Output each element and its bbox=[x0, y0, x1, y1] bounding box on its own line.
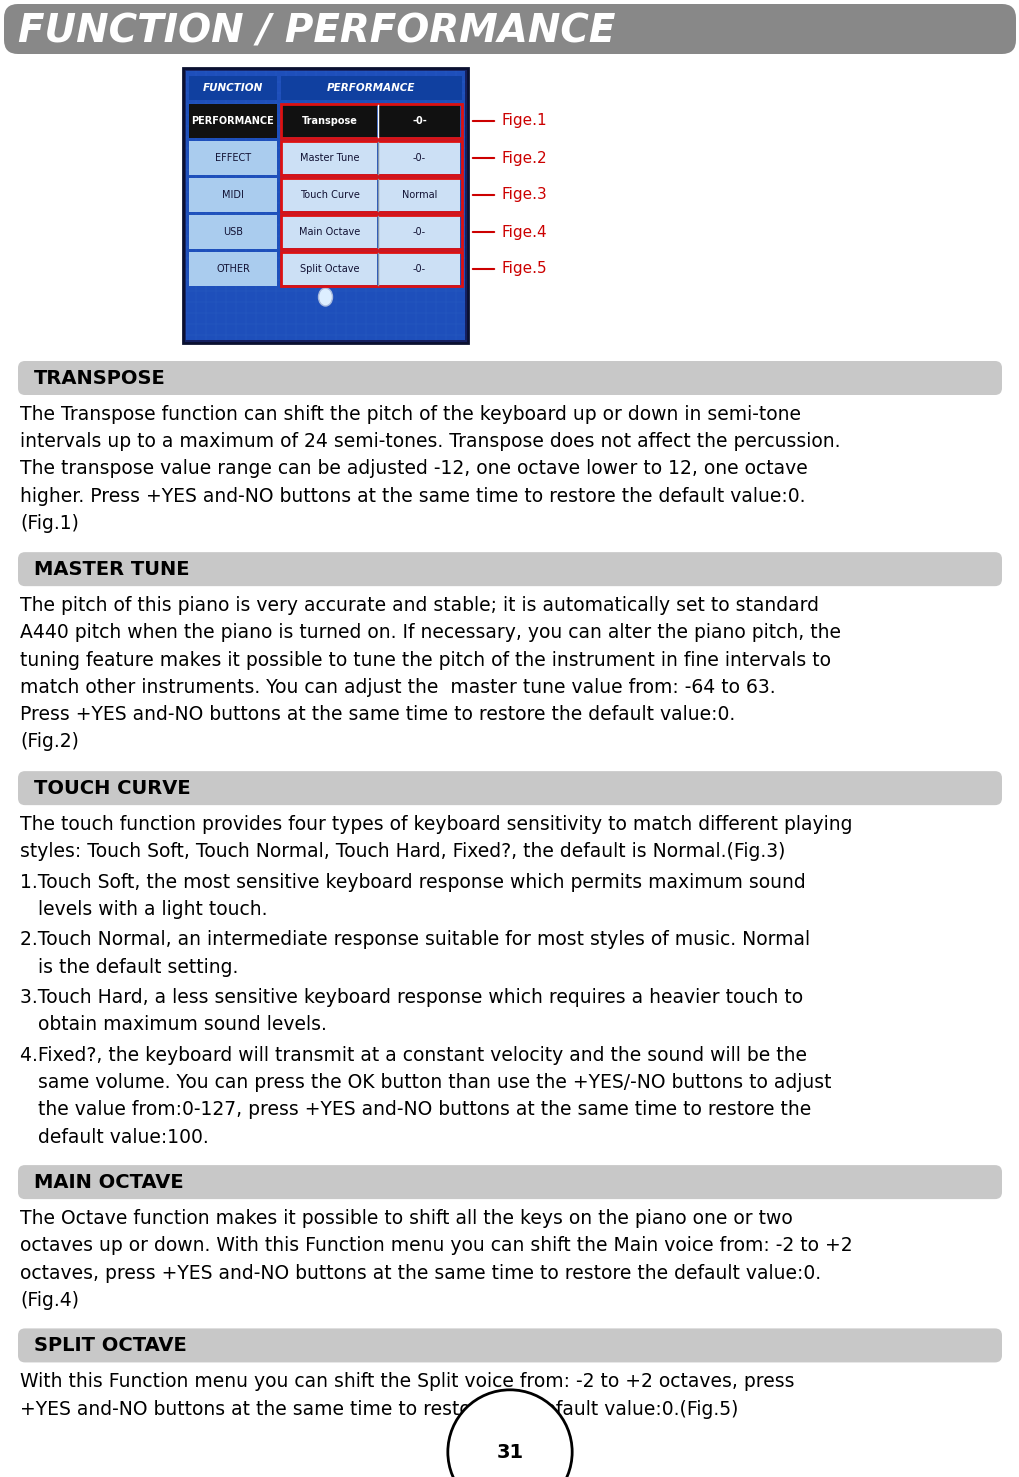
Text: 1.Touch Soft, the most sensitive keyboard response which permits maximum sound
 : 1.Touch Soft, the most sensitive keyboar… bbox=[20, 873, 805, 919]
Bar bbox=[379, 142, 460, 174]
Bar bbox=[280, 179, 462, 213]
Text: -0-: -0- bbox=[413, 264, 426, 275]
Bar bbox=[379, 253, 460, 285]
Text: Fige.3: Fige.3 bbox=[501, 188, 547, 202]
Text: Fige.1: Fige.1 bbox=[501, 114, 547, 128]
Bar bbox=[281, 253, 377, 285]
Bar bbox=[379, 216, 460, 248]
Bar bbox=[280, 103, 462, 137]
Text: SPLIT OCTAVE: SPLIT OCTAVE bbox=[34, 1335, 186, 1354]
Text: MASTER TUNE: MASTER TUNE bbox=[34, 560, 190, 579]
Bar bbox=[379, 179, 460, 211]
Text: The pitch of this piano is very accurate and stable; it is automatically set to : The pitch of this piano is very accurate… bbox=[20, 597, 841, 752]
Text: FUNCTION / PERFORMANCE: FUNCTION / PERFORMANCE bbox=[18, 12, 614, 50]
Bar bbox=[182, 68, 468, 343]
Text: The Octave function makes it possible to shift all the keys on the piano one or : The Octave function makes it possible to… bbox=[20, 1210, 852, 1310]
Text: 4.Fixed?, the keyboard will transmit at a constant velocity and the sound will b: 4.Fixed?, the keyboard will transmit at … bbox=[20, 1046, 830, 1146]
Text: TRANSPOSE: TRANSPOSE bbox=[34, 368, 166, 387]
Bar bbox=[281, 105, 377, 137]
FancyBboxPatch shape bbox=[18, 360, 1001, 394]
Text: Split Octave: Split Octave bbox=[300, 264, 359, 275]
Text: -0-: -0- bbox=[413, 227, 426, 236]
Text: Fige.2: Fige.2 bbox=[501, 151, 547, 165]
FancyBboxPatch shape bbox=[18, 1328, 1001, 1362]
FancyBboxPatch shape bbox=[18, 1165, 1001, 1199]
Text: The Transpose function can shift the pitch of the keyboard up or down in semi-to: The Transpose function can shift the pit… bbox=[20, 405, 840, 533]
Text: The touch function provides four types of keyboard sensitivity to match differen: The touch function provides four types o… bbox=[20, 815, 852, 861]
Text: 31: 31 bbox=[496, 1443, 523, 1462]
Text: OTHER: OTHER bbox=[216, 264, 250, 275]
Text: EFFECT: EFFECT bbox=[215, 154, 251, 162]
Bar bbox=[281, 216, 377, 248]
Bar bbox=[281, 179, 377, 211]
Text: Touch Curve: Touch Curve bbox=[300, 191, 359, 199]
Text: With this Function menu you can shift the Split voice from: -2 to +2 octaves, pr: With this Function menu you can shift th… bbox=[20, 1372, 794, 1419]
Text: Transpose: Transpose bbox=[302, 117, 357, 126]
FancyBboxPatch shape bbox=[18, 552, 1001, 586]
Text: FUNCTION: FUNCTION bbox=[203, 83, 263, 93]
FancyBboxPatch shape bbox=[4, 4, 1015, 55]
Bar bbox=[185, 71, 465, 340]
Text: -0-: -0- bbox=[413, 154, 426, 162]
Bar bbox=[280, 216, 462, 250]
Bar bbox=[189, 140, 277, 174]
FancyBboxPatch shape bbox=[18, 771, 1001, 805]
Bar bbox=[189, 253, 277, 287]
Text: Fige.5: Fige.5 bbox=[501, 261, 547, 276]
Text: 2.Touch Normal, an intermediate response suitable for most styles of music. Norm: 2.Touch Normal, an intermediate response… bbox=[20, 931, 809, 976]
Text: PERFORMANCE: PERFORMANCE bbox=[192, 117, 274, 126]
Text: -0-: -0- bbox=[412, 117, 427, 126]
Bar bbox=[379, 105, 460, 137]
Bar bbox=[280, 75, 462, 100]
Text: Fige.4: Fige.4 bbox=[501, 225, 547, 239]
Bar bbox=[281, 142, 377, 174]
Text: TOUCH CURVE: TOUCH CURVE bbox=[34, 778, 191, 798]
Bar bbox=[189, 179, 277, 213]
Text: USB: USB bbox=[223, 227, 243, 236]
Text: 3.Touch Hard, a less sensitive keyboard response which requires a heavier touch : 3.Touch Hard, a less sensitive keyboard … bbox=[20, 988, 802, 1034]
Ellipse shape bbox=[318, 288, 332, 306]
Text: Master Tune: Master Tune bbox=[300, 154, 359, 162]
Bar bbox=[280, 140, 462, 174]
Text: PERFORMANCE: PERFORMANCE bbox=[327, 83, 416, 93]
Bar bbox=[189, 216, 277, 250]
Text: MAIN OCTAVE: MAIN OCTAVE bbox=[34, 1173, 183, 1192]
Bar bbox=[280, 253, 462, 287]
Text: Main Octave: Main Octave bbox=[299, 227, 360, 236]
Bar bbox=[189, 103, 277, 137]
Bar bbox=[189, 75, 277, 100]
Text: MIDI: MIDI bbox=[222, 191, 244, 199]
Text: Normal: Normal bbox=[401, 191, 437, 199]
